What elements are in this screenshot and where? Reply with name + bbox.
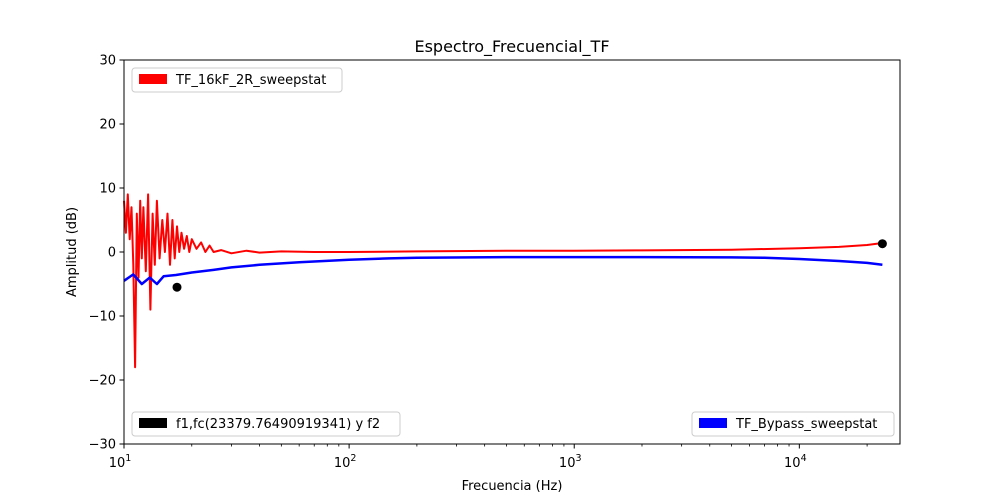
legend-bottom-left: f1,fc(23379.76490919341) y f2 bbox=[131, 411, 401, 437]
legend-bottom-right: TF_Bypass_sweepstat bbox=[691, 411, 895, 437]
y-axis-label: Amplitud (dB) bbox=[65, 207, 80, 297]
x-tick-label-3: 103 bbox=[559, 453, 582, 471]
legend-label-blue: TF_Bypass_sweepstat bbox=[735, 417, 877, 432]
marker-layer bbox=[172, 239, 887, 292]
legend-label-red: TF_16kF_2R_sweepstat bbox=[175, 73, 326, 88]
x-axis-label: Frecuencia (Hz) bbox=[462, 479, 563, 494]
y-tick-label-4: 0 bbox=[108, 246, 116, 261]
legend-top-left: TF_16kF_2R_sweepstat bbox=[131, 67, 343, 93]
y-tick-label-6: −20 bbox=[89, 374, 116, 389]
y-tick-label-5: −10 bbox=[89, 310, 116, 325]
x-tick-label-4: 104 bbox=[784, 453, 807, 471]
marker-point-1 bbox=[172, 282, 182, 292]
y-tick-label-7: −30 bbox=[89, 438, 116, 453]
series-layer bbox=[123, 193, 883, 369]
y-tick-label-3: 10 bbox=[99, 182, 116, 197]
y-tick-label-1: 30 bbox=[99, 54, 116, 69]
legend-swatch-red bbox=[139, 74, 167, 84]
legend-swatch-black bbox=[139, 418, 167, 428]
chart-title: Espectro_Frecuencial_TF bbox=[414, 37, 609, 57]
series-line-2 bbox=[123, 255, 883, 286]
legend-swatch-blue bbox=[699, 418, 727, 428]
y-axis-ticks: 30 20 10 0 −10 −20 −30 bbox=[89, 54, 124, 453]
x-tick-label-1: 101 bbox=[109, 453, 132, 471]
legend-label-markers: f1,fc(23379.76490919341) y f2 bbox=[176, 417, 380, 432]
marker-point-2 bbox=[877, 239, 887, 249]
x-axis-ticks: 101 102 103 104 bbox=[109, 444, 868, 471]
y-tick-label-2: 20 bbox=[99, 118, 116, 133]
x-tick-label-2: 102 bbox=[334, 453, 357, 471]
series-line-1 bbox=[123, 193, 883, 369]
